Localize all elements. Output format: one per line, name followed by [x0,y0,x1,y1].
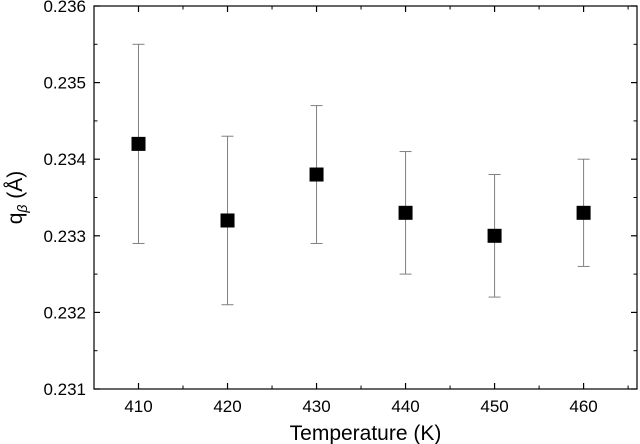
y-tick-label: 0.231 [43,380,86,399]
data-point [576,205,591,220]
x-tick-label: 440 [391,397,419,416]
y-axis: 0.231 0.232 0.233 0.234 0.235 0.236 [43,0,637,399]
y-tick-label: 0.233 [43,227,86,246]
y-tick-label: 0.234 [43,150,86,169]
x-tick-label: 450 [480,397,508,416]
y-tick-label: 0.232 [43,303,86,322]
x-tick-label: 420 [213,397,241,416]
x-tick-label: 430 [302,397,330,416]
y-axis-title: qβ (Å) [4,171,30,225]
y-tick-label: 0.236 [43,0,86,16]
y-tick-label: 0.235 [43,74,86,93]
data-point [309,167,324,182]
y-axis-title-subscript: β [14,205,30,214]
x-tick-label: 410 [124,397,152,416]
x-axis-title: Temperature (K) [290,422,442,444]
plot-frame [93,5,638,390]
error-bars [132,43,590,306]
data-point [131,136,146,151]
y-axis-title-unit: (Å) [4,171,27,205]
data-point [220,213,235,228]
x-tick-label: 460 [569,397,597,416]
y-axis-title-base: q [4,213,27,225]
data-point [398,205,413,220]
data-point [487,228,502,243]
x-axis: 410 420 430 440 450 460 [124,6,629,416]
data-points [131,136,591,243]
